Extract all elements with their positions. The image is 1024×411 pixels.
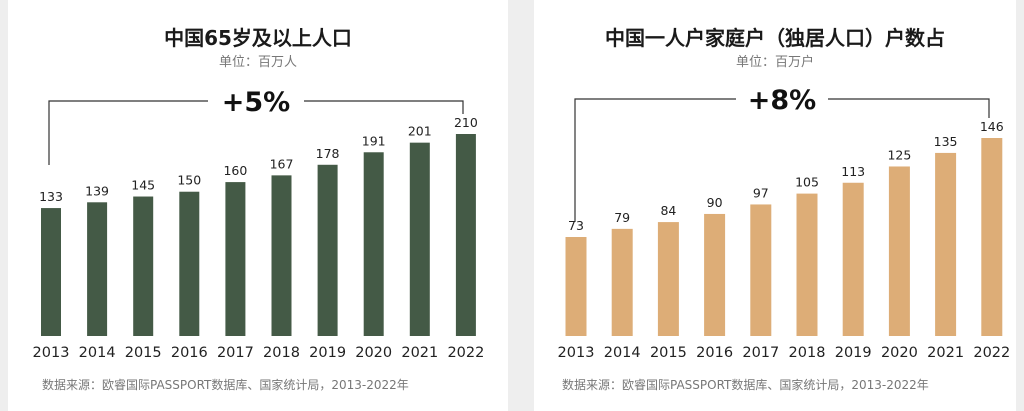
bar-2013 bbox=[41, 208, 61, 336]
x-tick-2013: 2013 bbox=[558, 345, 595, 361]
growth-bracket-right bbox=[304, 100, 464, 114]
bar-2022 bbox=[455, 134, 476, 336]
bar-2015 bbox=[657, 222, 679, 336]
chart-panel-elderly: 中国65岁及以上人口 单位：百万人 +5% 133 2013 139 2014 145 20… bbox=[8, 0, 508, 411]
data-label-2018: 105 bbox=[795, 175, 819, 190]
x-tick-2015: 2015 bbox=[125, 345, 162, 361]
data-label-2017: 160 bbox=[223, 163, 247, 178]
bar-chart-single-households: +8% 73 2013 79 2014 84 2015 90 2016 97 2017 105 2018… bbox=[558, 85, 1011, 361]
x-tick-2018: 2018 bbox=[263, 345, 300, 361]
x-tick-2019: 2019 bbox=[835, 345, 872, 361]
x-tick-2016: 2016 bbox=[171, 345, 208, 361]
bar-2020 bbox=[888, 166, 910, 336]
chart-title: 中国一人户家庭户（独居人口）户数占 bbox=[605, 26, 945, 50]
x-tick-2014: 2014 bbox=[604, 345, 641, 361]
bar-2017 bbox=[225, 182, 246, 336]
bar-2015 bbox=[133, 196, 154, 336]
data-label-2020: 125 bbox=[887, 147, 911, 162]
growth-bracket-left bbox=[48, 100, 208, 165]
bar-2021 bbox=[409, 142, 430, 336]
data-label-2017: 97 bbox=[753, 185, 769, 200]
bar-2022 bbox=[981, 138, 1003, 336]
x-tick-2021: 2021 bbox=[401, 345, 438, 361]
bar-2014 bbox=[611, 228, 633, 336]
data-label-2016: 150 bbox=[177, 173, 201, 188]
x-tick-2020: 2020 bbox=[881, 345, 918, 361]
source-note: 数据来源：欧睿国际PASSPORT数据库、国家统计局，2013-2022年 bbox=[562, 378, 929, 392]
data-label-2019: 113 bbox=[841, 164, 865, 179]
bar-2020 bbox=[363, 152, 384, 336]
data-label-2016: 90 bbox=[707, 195, 723, 210]
bar-2013 bbox=[565, 237, 587, 336]
bar-2018 bbox=[271, 175, 292, 336]
data-label-2015: 145 bbox=[131, 178, 155, 193]
x-tick-2017: 2017 bbox=[217, 345, 254, 361]
bar-chart-elderly-population: +5% 133 2013 139 2014 145 2015 150 2016 160 2017 16… bbox=[33, 87, 485, 361]
bar-2014 bbox=[87, 202, 108, 336]
x-tick-2020: 2020 bbox=[355, 345, 392, 361]
bar-2019 bbox=[317, 164, 338, 336]
chart-panel-single-households: 中国一人户家庭户（独居人口）户数占 单位：百万户 +8% 73 2013 79 2014… bbox=[534, 0, 1016, 411]
data-label-2020: 191 bbox=[362, 133, 386, 148]
chart-subtitle: 单位：百万户 bbox=[735, 55, 814, 70]
x-tick-2019: 2019 bbox=[309, 345, 346, 361]
data-label-2022: 210 bbox=[454, 115, 478, 130]
data-label-2021: 135 bbox=[934, 134, 958, 149]
bar-2016 bbox=[704, 213, 726, 336]
data-label-2022: 146 bbox=[980, 119, 1004, 134]
growth-label: +8% bbox=[748, 85, 816, 116]
x-tick-2013: 2013 bbox=[33, 345, 70, 361]
data-label-2021: 201 bbox=[408, 124, 432, 139]
growth-bracket-left bbox=[574, 98, 736, 222]
bar-2018 bbox=[796, 193, 818, 336]
bar-2021 bbox=[935, 152, 957, 336]
data-label-2015: 84 bbox=[660, 203, 676, 218]
growth-bracket-right bbox=[828, 98, 990, 118]
data-label-2014: 79 bbox=[614, 210, 630, 225]
bar-2019 bbox=[842, 182, 864, 336]
chart-title: 中国65岁及以上人口 bbox=[164, 26, 352, 50]
chart-subtitle: 单位：百万人 bbox=[218, 55, 297, 70]
growth-label: +5% bbox=[222, 87, 290, 118]
x-tick-2014: 2014 bbox=[79, 345, 116, 361]
source-note: 数据来源：欧睿国际PASSPORT数据库、国家统计局，2013-2022年 bbox=[42, 378, 409, 392]
x-tick-2016: 2016 bbox=[696, 345, 733, 361]
data-label-2014: 139 bbox=[85, 183, 109, 198]
x-tick-2018: 2018 bbox=[789, 345, 826, 361]
x-tick-2017: 2017 bbox=[742, 345, 779, 361]
bar-2017 bbox=[750, 204, 772, 336]
x-tick-2021: 2021 bbox=[927, 345, 964, 361]
data-label-2018: 167 bbox=[270, 156, 294, 171]
bar-2016 bbox=[179, 191, 200, 336]
data-label-2019: 178 bbox=[316, 146, 340, 161]
data-label-2013: 133 bbox=[39, 189, 63, 204]
x-tick-2015: 2015 bbox=[650, 345, 687, 361]
data-label-2013: 73 bbox=[568, 218, 584, 233]
x-tick-2022: 2022 bbox=[973, 345, 1010, 361]
x-tick-2022: 2022 bbox=[447, 345, 484, 361]
